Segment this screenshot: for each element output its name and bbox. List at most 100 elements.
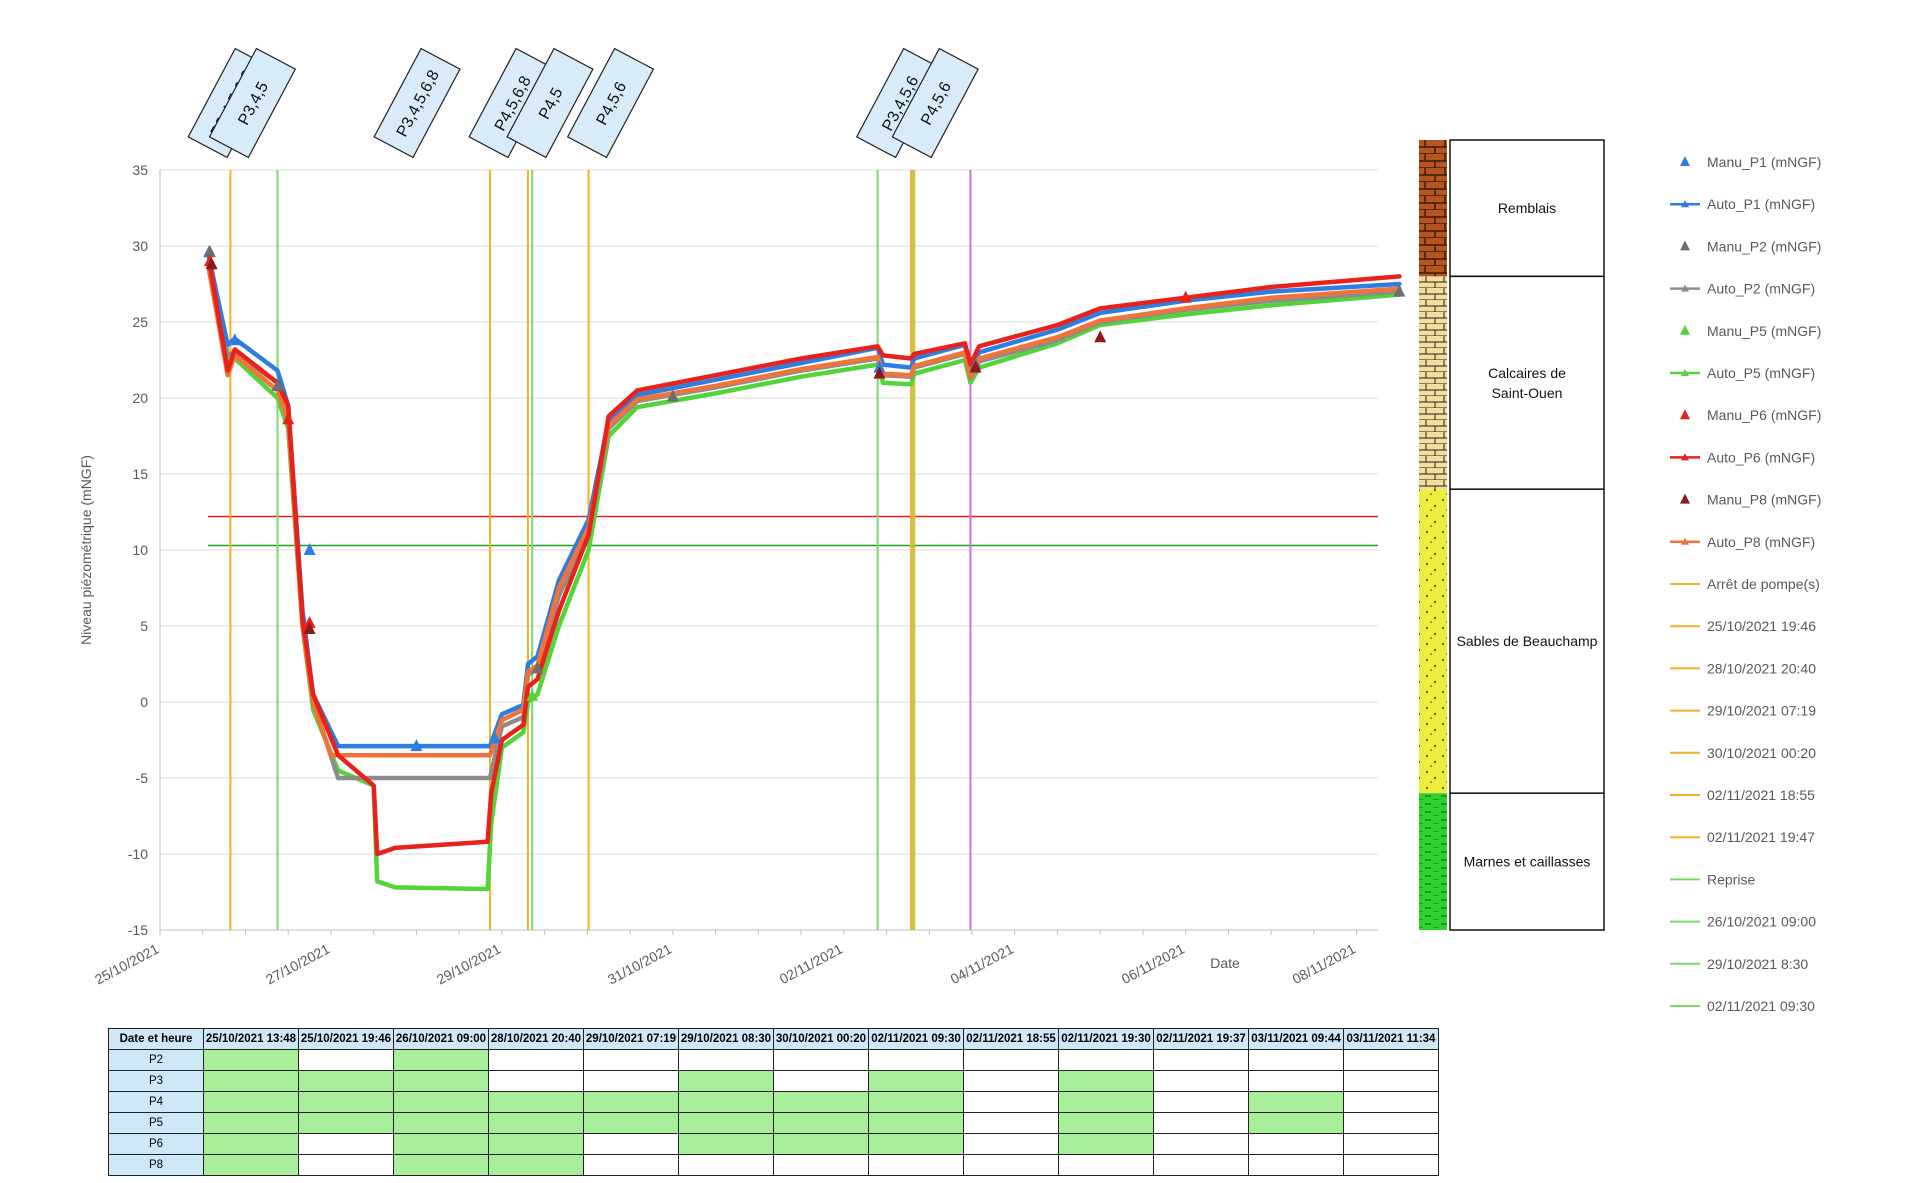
x-tick-label: 31/10/2021: [605, 940, 675, 987]
manual-marker: [282, 412, 295, 425]
callout: P4,5,6: [891, 47, 979, 159]
table-cell-active: [203, 1133, 299, 1155]
table-column-header: 25/10/2021 13:48: [203, 1028, 299, 1050]
legend-marker: [1680, 493, 1690, 504]
table-row-label: P6: [108, 1133, 204, 1155]
y-tick-label: -15: [128, 922, 148, 938]
table-cell-inactive: [963, 1154, 1059, 1176]
table-row: P2: [108, 1049, 1439, 1071]
manual-marker: [271, 378, 284, 391]
geology-layer-box: [1449, 275, 1605, 490]
legend-marker: [1680, 324, 1690, 335]
x-tick-label: 25/10/2021: [92, 940, 162, 987]
manual-marker: [228, 333, 241, 346]
series-line: [206, 268, 1402, 758]
table-cell-inactive: [488, 1049, 584, 1071]
series-line: [206, 255, 1402, 749]
legend-marker: [1681, 537, 1689, 545]
table-cell-inactive: [868, 1049, 964, 1071]
legend-label: Manu_P2 (mNGF): [1707, 238, 1821, 254]
table-cell-inactive: [1153, 1049, 1249, 1071]
table-cell-inactive: [963, 1091, 1059, 1113]
table-cell-active: [1058, 1070, 1154, 1092]
geology-layer-label: Calcaires de Saint-Ouen: [1488, 365, 1566, 401]
table-row: P3: [108, 1070, 1439, 1092]
table-cell-active: [488, 1091, 584, 1113]
table-cell-active: [203, 1070, 299, 1092]
manual-marker: [205, 257, 218, 270]
table-cell-inactive: [488, 1070, 584, 1092]
y-tick-label: 35: [132, 162, 148, 178]
table-cell-active: [203, 1112, 299, 1134]
table-cell-active: [678, 1112, 774, 1134]
table-cell-inactive: [1153, 1154, 1249, 1176]
x-tick-label: 02/11/2021: [777, 940, 846, 987]
geology-layer-label: Remblais: [1498, 200, 1556, 216]
table-row: P4: [108, 1091, 1439, 1113]
y-tick-label: 20: [132, 390, 148, 406]
table-cell-inactive: [1343, 1133, 1439, 1155]
table-column-header: 28/10/2021 20:40: [488, 1028, 584, 1050]
table-cell-inactive: [298, 1049, 394, 1071]
table-cell-inactive: [1153, 1133, 1249, 1155]
table-cell-active: [678, 1091, 774, 1113]
table-cell-inactive: [298, 1133, 394, 1155]
table-cell-inactive: [583, 1154, 679, 1176]
manual-marker: [488, 731, 501, 744]
table-row: P8: [108, 1154, 1439, 1176]
table-cell-active: [1248, 1112, 1344, 1134]
table-cell-active: [298, 1112, 394, 1134]
table-cell-inactive: [1153, 1070, 1249, 1092]
legend-label: Auto_P6 (mNGF): [1707, 449, 1815, 465]
table-row-label: P5: [108, 1112, 204, 1134]
table-cell-active: [773, 1112, 869, 1134]
table-cell-active: [583, 1112, 679, 1134]
legend-label: 26/10/2021 09:00: [1707, 914, 1816, 930]
legend-marker: [1680, 156, 1690, 166]
manual-marker: [303, 622, 316, 635]
table-cell-inactive: [1058, 1154, 1154, 1176]
table-column-header: 02/11/2021 19:30: [1058, 1028, 1154, 1050]
callout-box: [208, 47, 297, 159]
y-tick-label: 30: [132, 238, 148, 254]
legend-label: 29/10/2021 07:19: [1707, 703, 1816, 719]
table-cell-inactive: [1343, 1049, 1439, 1071]
manual-marker: [1094, 330, 1107, 343]
legend-label: 02/11/2021 09:30: [1707, 998, 1815, 1014]
table-cell-inactive: [773, 1154, 869, 1176]
callout: P4,5,6: [566, 47, 655, 159]
table-column-header: 02/11/2021 09:30: [868, 1028, 964, 1050]
manual-marker: [410, 739, 423, 752]
table-cell-inactive: [1153, 1091, 1249, 1113]
legend-label: Manu_P6 (mNGF): [1707, 407, 1821, 423]
geology-layer-pattern: [1419, 140, 1447, 277]
table-cell-inactive: [1153, 1112, 1249, 1134]
geology-layer-label: Sables de Beauchamp: [1457, 633, 1598, 649]
geology-layer-pattern: [1419, 276, 1447, 490]
manual-marker: [1393, 284, 1406, 297]
table-column-header: 26/10/2021 09:00: [393, 1028, 489, 1050]
table-cell-active: [488, 1154, 584, 1176]
table-cell-inactive: [1248, 1070, 1344, 1092]
table-row-label: P4: [108, 1091, 204, 1113]
table-cell-inactive: [1248, 1133, 1344, 1155]
table-cell-inactive: [1343, 1091, 1439, 1113]
legend-label: Auto_P5 (mNGF): [1707, 365, 1815, 381]
table-cell-active: [393, 1154, 489, 1176]
manual-marker: [526, 688, 539, 701]
piezometric-chart: -15 -10 -5 0 5 10 15 20 25 30 35 25/10/2021 27/10/20…: [78, 47, 1821, 1014]
legend-marker: [1681, 369, 1689, 376]
table-cell-inactive: [678, 1049, 774, 1071]
table-cell-inactive: [1248, 1049, 1344, 1071]
table-cell-active: [1248, 1091, 1344, 1113]
table-cell-inactive: [583, 1133, 679, 1155]
table-cell-inactive: [583, 1070, 679, 1092]
legend-label: Manu_P8 (mNGF): [1707, 492, 1821, 508]
manual-marker: [1179, 290, 1192, 303]
table-header-label: Date et heure: [108, 1028, 204, 1050]
table-cell-inactive: [963, 1049, 1059, 1071]
legend-marker: [1681, 453, 1689, 461]
legend-label: 30/10/2021 00:20: [1707, 745, 1816, 761]
table-cell-inactive: [773, 1049, 869, 1071]
table-cell-inactive: [963, 1112, 1059, 1134]
